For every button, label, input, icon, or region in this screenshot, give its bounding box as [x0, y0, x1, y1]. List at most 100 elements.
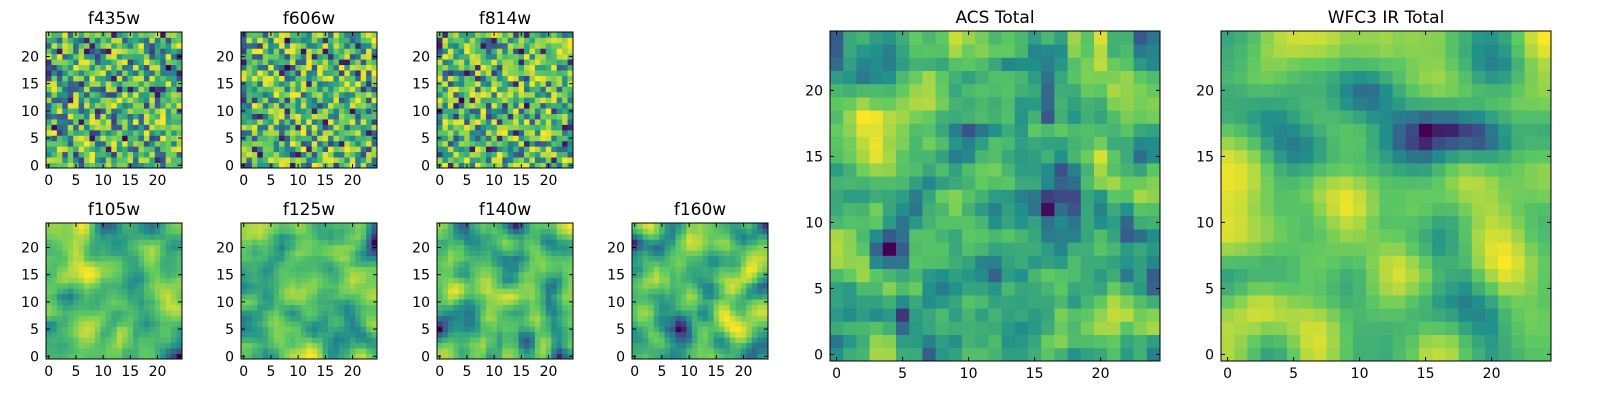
heatmap-cell — [447, 326, 454, 333]
heatmap-cell — [529, 162, 536, 169]
heatmap-cell — [116, 233, 123, 240]
heatmap-cell — [567, 304, 574, 311]
heatmap-cell — [111, 162, 118, 169]
heatmap-cell — [149, 293, 156, 300]
heatmap-cell — [138, 293, 145, 300]
heatmap-cell — [251, 91, 258, 98]
heatmap-cell — [437, 113, 443, 120]
heatmap-cell — [306, 53, 313, 60]
heatmap-cell — [116, 129, 123, 136]
heatmap-cell — [73, 288, 80, 295]
heatmap-cell — [289, 353, 296, 360]
heatmap-cell — [51, 124, 58, 131]
heatmap-cell — [251, 75, 258, 82]
heatmap-cell — [246, 108, 253, 114]
heatmap-cell — [518, 91, 525, 98]
heatmap-cell — [349, 140, 356, 147]
heatmap-cell — [556, 233, 563, 240]
heatmap-cell — [84, 140, 90, 147]
heatmap-cell — [518, 140, 525, 147]
heatmap-cell — [1107, 163, 1121, 177]
heatmap-cell — [751, 326, 758, 333]
heatmap-cell — [453, 42, 460, 49]
heatmap-cell — [251, 108, 258, 114]
heatmap-cell — [664, 244, 671, 251]
heatmap-cell — [562, 255, 568, 262]
heatmap-cell — [105, 239, 112, 246]
heatmap-cell — [100, 135, 107, 142]
heatmap-cell — [442, 255, 449, 262]
heatmap-cell — [502, 37, 509, 44]
heatmap-cell — [708, 304, 714, 311]
heatmap-cell — [317, 337, 323, 344]
heatmap-cell — [84, 326, 90, 333]
heatmap-cell — [475, 135, 481, 142]
heatmap-cell — [268, 97, 275, 104]
heatmap-cell — [1041, 321, 1055, 335]
heatmap-cell — [311, 32, 318, 38]
heatmap-cell — [735, 315, 742, 322]
heatmap-cell — [675, 255, 682, 262]
heatmap-cell — [491, 129, 498, 136]
heatmap-cell — [73, 348, 80, 354]
heatmap-cell — [300, 342, 307, 349]
heatmap-cell — [437, 320, 443, 327]
heatmap-cell — [556, 91, 563, 98]
heatmap-cell — [149, 288, 156, 295]
heatmap-cell — [165, 310, 172, 316]
heatmap-cell — [475, 293, 481, 300]
heatmap-cell — [545, 53, 552, 60]
heatmap-cell — [475, 42, 481, 49]
heatmap-cell — [46, 124, 52, 131]
heatmap-cell — [529, 108, 536, 114]
heatmap-cell — [637, 271, 644, 278]
heatmap-cell — [366, 80, 372, 87]
heatmap-cell — [338, 86, 345, 93]
heatmap-cell — [73, 37, 80, 44]
heatmap-cell — [447, 140, 454, 147]
heatmap-cell — [149, 282, 156, 289]
heatmap-cell — [160, 326, 167, 333]
heatmap-cell — [360, 353, 367, 360]
heatmap-cell — [56, 32, 63, 38]
heatmap-cell — [686, 228, 693, 235]
heatmap-cell — [46, 48, 52, 55]
heatmap-cell — [46, 75, 52, 82]
heatmap-cell — [133, 266, 139, 273]
heatmap-cell — [843, 268, 857, 283]
heatmap-cell — [708, 348, 714, 354]
heatmap-cell — [317, 266, 323, 273]
heatmap-cell — [713, 228, 720, 235]
heatmap-cell — [300, 277, 307, 284]
heatmap-cell — [447, 53, 454, 60]
heatmap-cell — [122, 261, 128, 267]
heatmap-cell — [464, 320, 471, 327]
heatmap-cell — [56, 119, 63, 125]
x-tick-label: 20 — [149, 173, 167, 189]
heatmap-cell — [648, 353, 655, 360]
heatmap-cell — [735, 261, 742, 267]
heatmap-cell — [496, 59, 503, 66]
heatmap-cell — [295, 315, 302, 322]
heatmap-cell — [171, 140, 177, 147]
heatmap-cell — [284, 129, 291, 136]
y-tick-label: 10 — [412, 104, 430, 120]
x-tick-label: 10 — [289, 173, 307, 189]
heatmap-cell — [697, 228, 704, 235]
heatmap-cell — [637, 266, 644, 273]
heatmap-cell — [333, 157, 340, 163]
heatmap-cell — [502, 70, 509, 76]
heatmap-cell — [268, 119, 275, 125]
heatmap-cell — [948, 347, 963, 362]
heatmap-cell — [338, 37, 345, 44]
heatmap-cell — [116, 239, 123, 246]
heatmap-cell — [442, 320, 449, 327]
heatmap-cell — [675, 315, 682, 322]
heatmap-cell — [322, 108, 329, 114]
heatmap-cell — [513, 255, 519, 262]
heatmap-cell — [480, 64, 487, 71]
heatmap-cell — [284, 108, 291, 114]
heatmap-cell — [360, 250, 367, 257]
heatmap-cell — [540, 299, 547, 305]
